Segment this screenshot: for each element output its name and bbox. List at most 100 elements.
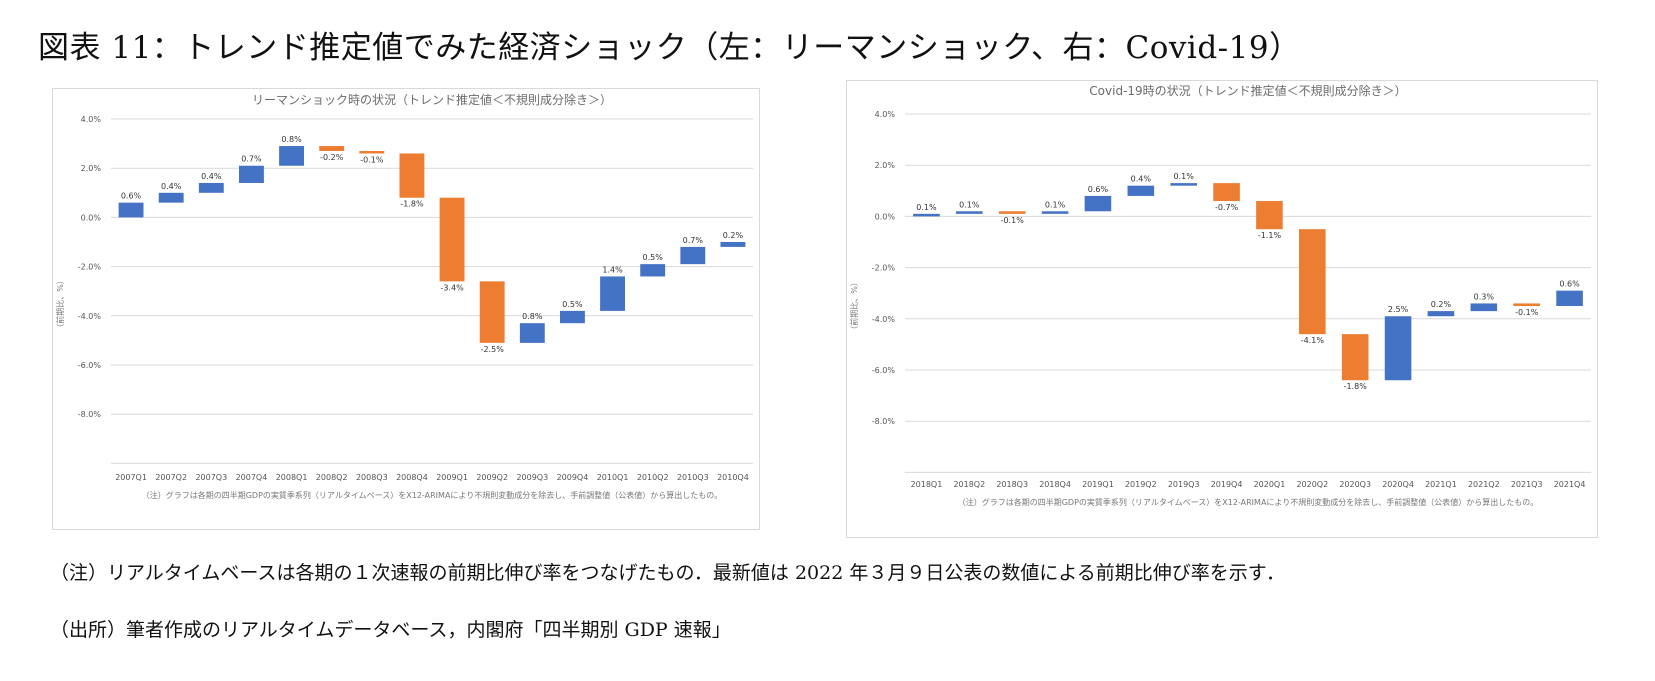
bar: [720, 242, 746, 247]
data-label: -1.1%: [1258, 231, 1282, 240]
data-label: 0.4%: [201, 172, 222, 181]
page-title: 図表 11：トレンド推定値でみた経済ショック（左：リーマンショック、右：Covi…: [38, 30, 1301, 66]
data-label: 0.6%: [1559, 280, 1580, 289]
footnote: （注）リアルタイムベースは各期の１次速報の前期比伸び率をつなげたもの．最新値は …: [50, 562, 1286, 584]
x-tick-label: 2020Q4: [1382, 480, 1414, 489]
x-tick-label: 2019Q4: [1211, 480, 1243, 489]
y-tick-label: 0.0%: [875, 212, 896, 221]
data-label: -0.1%: [1001, 216, 1025, 225]
bar: [439, 197, 465, 282]
x-tick-label: 2008Q2: [316, 473, 348, 482]
y-tick-label: -2.0%: [872, 264, 896, 273]
data-label: 0.1%: [916, 203, 937, 212]
bar: [1084, 195, 1112, 212]
x-tick-label: 2019Q1: [1082, 480, 1114, 489]
x-tick-label: 2010Q4: [717, 473, 749, 482]
data-label: 0.7%: [683, 236, 704, 245]
chart-title: リーマンショック時の状況（トレンド推定値＜不規則成分除き＞）: [252, 92, 612, 107]
y-tick-label: 4.0%: [875, 110, 896, 119]
x-tick-label: 2009Q1: [436, 473, 468, 482]
chart-lehman: リーマンショック時の状況（トレンド推定値＜不規則成分除き＞） （前期比、%） 4.0…: [55, 92, 753, 500]
x-tick-label: 2010Q2: [637, 473, 669, 482]
bar: [319, 146, 345, 151]
bar: [998, 211, 1026, 214]
x-tick-label: 2009Q3: [516, 473, 548, 482]
bar: [913, 213, 940, 217]
x-tick-label: 2007Q2: [155, 473, 187, 482]
x-tick-label: 2008Q1: [276, 473, 308, 482]
y-tick-label: 4.0%: [81, 115, 102, 124]
x-tick-label: 2019Q3: [1168, 480, 1200, 489]
chart-note: （注）グラフは各期の四半期GDPの実質季系列（リアルタイムベース）をX12-AR…: [142, 490, 723, 500]
data-label: 0.1%: [959, 200, 980, 209]
data-label: 0.2%: [1431, 300, 1452, 309]
chart-panel-covid: Covid-19時の状況（トレンド推定値＜不規則成分除き＞） （前期比、%） 4.0…: [846, 80, 1598, 538]
y-tick-label: -6.0%: [872, 366, 896, 375]
bar: [359, 150, 385, 154]
bar: [956, 211, 983, 214]
data-label: 0.6%: [1088, 185, 1109, 194]
data-label: 0.1%: [1174, 172, 1195, 181]
data-label: 0.1%: [1045, 200, 1066, 209]
data-label: -2.5%: [481, 345, 505, 354]
bar: [680, 246, 706, 265]
data-label: 0.5%: [643, 253, 664, 262]
data-label: -1.8%: [1344, 382, 1368, 391]
x-tick-label: 2018Q3: [996, 480, 1028, 489]
data-label: -4.1%: [1301, 336, 1325, 345]
data-label: -1.8%: [400, 200, 424, 209]
data-label: 0.4%: [161, 182, 182, 191]
data-label: 0.6%: [121, 192, 142, 201]
x-tick-label: 2010Q3: [677, 473, 709, 482]
x-tick-label: 2020Q3: [1339, 480, 1371, 489]
x-tick-label: 2019Q2: [1125, 480, 1157, 489]
data-label: -0.1%: [360, 155, 384, 164]
bar: [1127, 185, 1155, 196]
x-tick-label: 2021Q3: [1511, 480, 1543, 489]
x-tick-label: 2007Q1: [115, 473, 147, 482]
data-label: -3.4%: [440, 283, 464, 292]
data-label: 1.4%: [602, 265, 623, 274]
data-label: 0.4%: [1131, 175, 1152, 184]
y-tick-label: -8.0%: [872, 417, 896, 426]
y-tick-label: 2.0%: [875, 161, 896, 170]
x-tick-label: 2018Q2: [953, 480, 985, 489]
data-label: 2.5%: [1388, 305, 1409, 314]
y-tick-label: 0.0%: [81, 213, 102, 222]
y-tick-label: -4.0%: [78, 312, 102, 321]
data-label: 0.2%: [723, 231, 744, 240]
bar: [118, 202, 144, 218]
y-tick-label: -6.0%: [78, 361, 102, 370]
x-tick-label: 2009Q4: [557, 473, 589, 482]
bar: [1341, 334, 1369, 381]
x-tick-label: 2021Q2: [1468, 480, 1500, 489]
data-label: -0.1%: [1515, 308, 1539, 317]
y-tick-label: -2.0%: [78, 263, 102, 272]
chart-panel-lehman: リーマンショック時の状況（トレンド推定値＜不規則成分除き＞） （前期比、%） 4.0…: [52, 88, 760, 530]
bar: [1256, 201, 1283, 230]
bar: [640, 264, 666, 277]
x-tick-label: 2007Q4: [236, 473, 268, 482]
x-tick-label: 2008Q4: [396, 473, 428, 482]
bar: [279, 146, 305, 166]
x-tick-label: 2008Q3: [356, 473, 388, 482]
chart-covid: Covid-19時の状況（トレンド推定値＜不規則成分除き＞） （前期比、%） 4.0…: [849, 83, 1591, 507]
y-axis-label: （前期比、%）: [849, 278, 859, 334]
bar: [1213, 183, 1240, 202]
x-tick-label: 2018Q4: [1039, 480, 1071, 489]
data-label: 0.5%: [562, 300, 583, 309]
chart-title: Covid-19時の状況（トレンド推定値＜不規則成分除き＞）: [1089, 83, 1406, 98]
bar: [1513, 303, 1540, 306]
data-label: -0.2%: [320, 153, 344, 162]
x-tick-label: 2021Q4: [1554, 480, 1586, 489]
data-label: 0.3%: [1474, 292, 1495, 301]
x-tick-label: 2020Q2: [1296, 480, 1328, 489]
x-tick-label: 2020Q1: [1254, 480, 1286, 489]
bar: [158, 192, 184, 203]
x-tick-label: 2010Q1: [597, 473, 629, 482]
bar: [1384, 316, 1412, 381]
bar: [1170, 183, 1197, 186]
bar: [238, 165, 264, 183]
x-tick-label: 2009Q2: [476, 473, 508, 482]
bar: [399, 153, 425, 198]
